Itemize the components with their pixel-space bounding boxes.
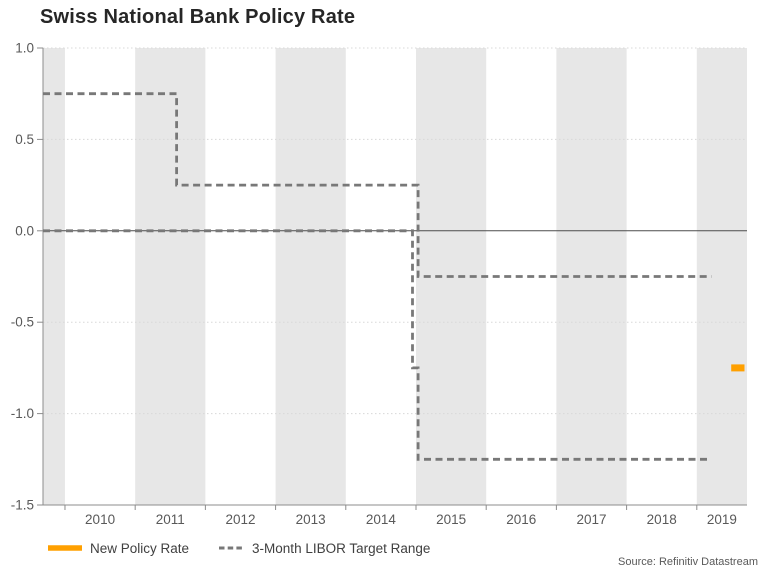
y-tick-label: 0.0 (15, 223, 34, 238)
dashed-line-swatch-icon (219, 546, 245, 550)
legend-item-new-policy-rate: New Policy Rate (48, 541, 189, 556)
x-tick-label: 2015 (436, 512, 466, 527)
x-tick-label: 2012 (225, 512, 255, 527)
legend-label: New Policy Rate (90, 540, 190, 556)
y-tick-label: 1.0 (15, 41, 34, 56)
legend-label: 3-Month LIBOR Target Range (252, 540, 431, 556)
x-tick-label: 2010 (85, 512, 115, 527)
legend-item-libor-target-range: 3-Month LIBOR Target Range (219, 541, 430, 556)
libor-upper-line (43, 92, 712, 278)
source-note: Source: Refinitiv Datastream (618, 556, 758, 568)
x-tick-label: 2019 (707, 512, 737, 527)
y-tick-label: -0.5 (11, 315, 34, 330)
shaded-band (275, 48, 346, 505)
x-tick-label: 2014 (366, 512, 397, 527)
x-tick-label: 2011 (156, 512, 185, 527)
x-tick-label: 2016 (506, 512, 536, 527)
y-tick-label: 0.5 (15, 132, 34, 147)
libor-lower-line (43, 229, 712, 461)
legend: New Policy Rate 3-Month LIBOR Target Ran… (48, 539, 430, 557)
y-tick-label: -1.0 (11, 406, 34, 421)
y-tick-label: -1.5 (11, 498, 34, 513)
x-tick-label: 2017 (576, 512, 606, 527)
solid-line-swatch-icon (48, 545, 82, 551)
chart-title: Swiss National Bank Policy Rate (40, 6, 356, 28)
shaded-band (135, 48, 206, 505)
x-tick-label: 2013 (296, 512, 326, 527)
x-tick-label: 2018 (647, 512, 677, 527)
shaded-band (43, 48, 65, 505)
